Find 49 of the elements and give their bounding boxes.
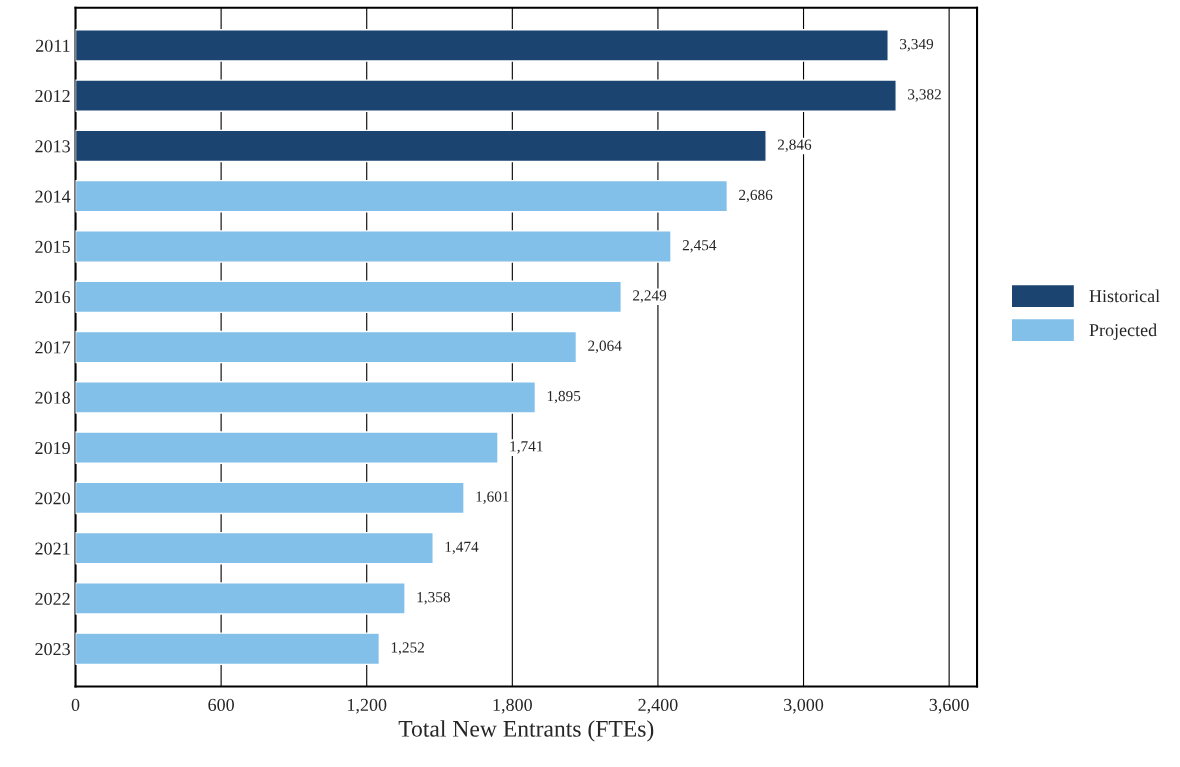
data-label: 1,601: [476, 491, 509, 504]
bar: [75, 179, 729, 213]
bar: [75, 531, 434, 565]
bar: [75, 280, 622, 314]
data-label: 2,846: [777, 139, 812, 152]
y-tick-label: 2013: [35, 140, 70, 153]
data-label: 2,249: [633, 290, 667, 303]
legend-label: Historical: [1089, 289, 1160, 303]
x-tick-label: 3,000: [784, 698, 824, 714]
y-tick-label: 2016: [35, 291, 71, 304]
bar: [75, 431, 499, 464]
data-label: 3,349: [900, 38, 934, 52]
x-tick-label: 1,800: [493, 698, 532, 714]
data-label: 1,252: [391, 642, 424, 655]
bar: [75, 381, 537, 414]
y-tick-label: 2023: [35, 643, 70, 656]
y-tick-label: 2012: [35, 89, 70, 103]
y-tick-label: 2019: [35, 441, 70, 455]
bar: [75, 79, 897, 112]
data-label: 1,895: [547, 390, 581, 404]
y-tick-label: 2020: [35, 492, 70, 505]
y-tick-label: 2018: [35, 391, 70, 404]
bar: [75, 129, 767, 163]
legend-label: Projected: [1089, 323, 1157, 340]
y-tick-label: 2017: [35, 341, 71, 354]
x-tick-label: 0: [71, 698, 80, 711]
bar: [75, 29, 889, 62]
y-tick-label: 2011: [36, 39, 70, 52]
data-label: 2,454: [682, 240, 717, 253]
bar: [75, 582, 406, 615]
data-label: 3,382: [908, 89, 941, 102]
x-tick-label: 2,400: [638, 698, 678, 714]
y-tick-label: 2014: [35, 190, 71, 203]
x-tick-label: 600: [208, 698, 234, 711]
data-label: 1,741: [510, 441, 543, 454]
y-tick-label: 2022: [35, 592, 70, 605]
bar: [75, 481, 465, 515]
x-axis-title: Total New Entrants (FTEs): [398, 720, 654, 742]
bar: [75, 330, 578, 364]
x-tick-label: 3,600: [929, 698, 969, 714]
bar: [75, 632, 381, 666]
bar: [75, 230, 672, 263]
y-tick-label: 2021: [35, 542, 70, 555]
data-label: 1,474: [445, 541, 479, 555]
data-label: 1,358: [417, 591, 450, 605]
data-label: 2,064: [588, 340, 622, 354]
y-tick-label: 2015: [35, 240, 70, 253]
data-label: 2,686: [739, 189, 773, 203]
x-tick-label: 1,200: [348, 698, 387, 714]
